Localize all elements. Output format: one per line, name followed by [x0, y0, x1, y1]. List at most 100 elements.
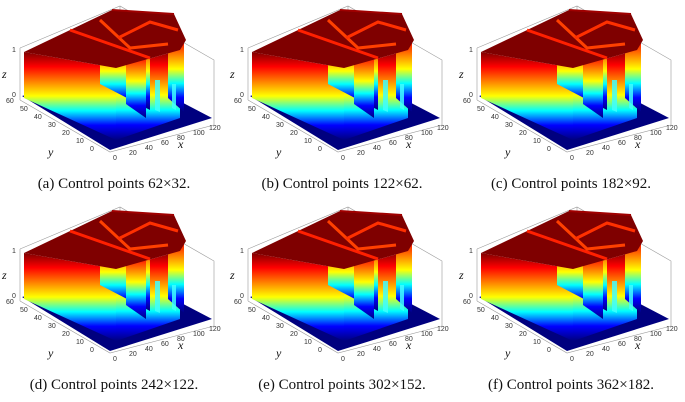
- x-tick: 100: [193, 331, 205, 338]
- y-axis-label: y: [47, 145, 54, 159]
- surface-notches: [383, 80, 404, 112]
- y-tick: 50: [477, 307, 485, 314]
- panel-caption: (f) Control points 362×182.: [488, 377, 654, 393]
- y-tick-labels: 60 50 40 30 20 10 0: [234, 299, 322, 354]
- x-tick: 60: [618, 140, 626, 147]
- z-tick-labels: 10: [240, 47, 244, 99]
- x-tick: 0: [113, 356, 117, 363]
- z-tick: 0: [12, 92, 16, 99]
- z-tick: 1: [240, 47, 244, 54]
- x-tick: 100: [421, 331, 433, 338]
- y-tick: 40: [262, 315, 270, 322]
- x-tick: 120: [437, 326, 449, 333]
- x-tick: 120: [666, 125, 678, 132]
- x-tick: 20: [586, 351, 594, 358]
- x-tick: 40: [145, 145, 153, 152]
- x-tick: 120: [209, 326, 221, 333]
- x-tick: 20: [129, 351, 137, 358]
- x-tick: 20: [586, 150, 594, 157]
- y-tick: 50: [248, 307, 256, 314]
- x-tick: 120: [666, 326, 678, 333]
- x-axis-label: x: [177, 137, 184, 151]
- surface-notches: [612, 281, 633, 313]
- z-axis-label: z: [458, 67, 464, 81]
- y-tick: 40: [34, 315, 42, 322]
- y-axis-label: y: [47, 346, 54, 360]
- z-tick: 1: [469, 47, 473, 54]
- z-tick-labels: 10: [469, 248, 473, 300]
- y-tick: 50: [20, 106, 28, 113]
- surface-notches: [383, 281, 404, 313]
- y-tick: 10: [76, 339, 84, 346]
- y-tick: 20: [290, 130, 298, 137]
- y-tick: 20: [62, 130, 70, 137]
- panel-c: 1 0 60 50 40 30 20 10 0 0 20 40 60 80 100 120 z y x (c) Con…: [457, 0, 685, 201]
- z-tick-labels: 10: [12, 47, 16, 99]
- y-tick: 0: [90, 146, 94, 153]
- surface-ridges: [69, 9, 179, 60]
- y-tick: 60: [6, 299, 14, 306]
- surface-ridges: [526, 210, 636, 261]
- y-tick: 10: [533, 138, 541, 145]
- y-tick: 10: [76, 138, 84, 145]
- y-tick-labels: 60 50 40 30 20 10 0: [6, 98, 94, 153]
- y-tick: 30: [48, 122, 56, 129]
- z-tick: 0: [469, 92, 473, 99]
- x-axis-label: x: [634, 137, 641, 151]
- x-tick-labels: 0 20 40 60 80 100 120: [570, 326, 678, 363]
- y-tick: 30: [48, 323, 56, 330]
- y-tick: 40: [491, 315, 499, 322]
- panel-d: 1 0 60 50 40 30 20 10 0 0 20 40 60 80 100 120 z y x (d) Con…: [0, 201, 228, 402]
- z-axis-label: z: [458, 268, 464, 282]
- y-tick: 20: [519, 331, 527, 338]
- z-tick: 1: [12, 248, 16, 255]
- panel-caption: (c) Control points 182×92.: [490, 176, 652, 192]
- x-tick: 100: [650, 331, 662, 338]
- x-tick: 100: [193, 130, 205, 137]
- z-axis-label: z: [229, 268, 235, 282]
- x-tick: 0: [113, 155, 117, 162]
- surface-notches: [155, 80, 176, 112]
- y-tick-labels: 60 50 40 30 20 10 0: [234, 98, 322, 153]
- surface-ridges: [297, 9, 407, 60]
- panel-caption: (b) Control points 122×62.: [261, 176, 423, 192]
- x-tick: 60: [389, 140, 397, 147]
- y-tick-labels: 60 50 40 30 20 10 0: [6, 299, 94, 354]
- y-tick: 30: [276, 122, 284, 129]
- x-tick: 120: [437, 125, 449, 132]
- z-tick: 1: [469, 248, 473, 255]
- x-axis-label: x: [405, 137, 412, 151]
- x-tick: 120: [209, 125, 221, 132]
- y-tick: 20: [290, 331, 298, 338]
- y-tick: 0: [318, 347, 322, 354]
- x-tick: 0: [341, 356, 345, 363]
- y-tick: 0: [547, 146, 551, 153]
- x-tick: 80: [177, 336, 185, 343]
- x-tick: 80: [405, 336, 413, 343]
- y-tick: 40: [491, 114, 499, 121]
- panel-e: 1 0 60 50 40 30 20 10 0 0 20 40 60 80 100 120 z y x (e) Con…: [228, 201, 456, 402]
- x-tick: 100: [421, 130, 433, 137]
- x-tick: 20: [129, 150, 137, 157]
- x-tick: 40: [373, 145, 381, 152]
- x-tick-labels: 0 20 40 60 80 100 120: [113, 326, 221, 363]
- z-tick: 0: [240, 92, 244, 99]
- x-tick: 60: [161, 341, 169, 348]
- y-tick: 40: [34, 114, 42, 121]
- y-tick: 60: [463, 98, 471, 105]
- y-tick: 20: [519, 130, 527, 137]
- surface-notches: [155, 281, 176, 313]
- y-tick: 10: [533, 339, 541, 346]
- x-tick: 0: [341, 155, 345, 162]
- y-tick: 0: [318, 146, 322, 153]
- z-tick: 0: [240, 293, 244, 300]
- x-tick: 60: [161, 140, 169, 147]
- y-tick: 10: [304, 339, 312, 346]
- y-tick: 30: [505, 122, 513, 129]
- y-axis-label: y: [504, 145, 511, 159]
- x-tick: 0: [570, 356, 574, 363]
